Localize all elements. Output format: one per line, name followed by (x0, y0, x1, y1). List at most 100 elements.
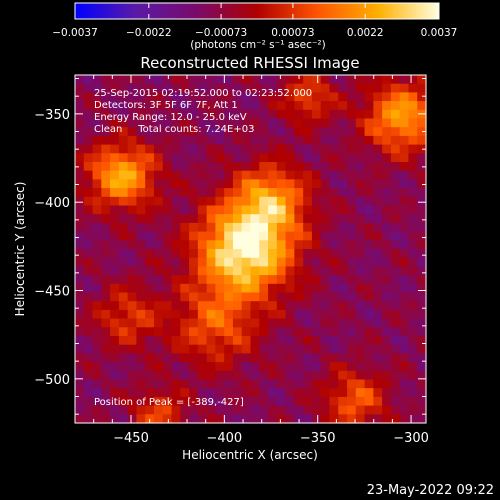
heatmap-cell (268, 222, 278, 233)
heatmap-cell (338, 249, 348, 259)
heatmap-cell (75, 362, 85, 372)
heatmap-cell (250, 205, 260, 215)
heatmap-cell (83, 179, 94, 189)
heatmap-cell (101, 362, 111, 372)
heatmap-cell (215, 240, 225, 250)
heatmap-cell (320, 283, 331, 294)
heatmap-cell (329, 231, 339, 241)
heatmap-cell (390, 83, 401, 93)
heatmap-cell (311, 144, 322, 154)
heatmap-cell (101, 309, 111, 320)
heatmap-cell (268, 301, 278, 311)
heatmap-cell (145, 275, 155, 285)
heatmap-cell (162, 309, 173, 320)
heatmap-cell (92, 309, 102, 320)
heatmap-cell (118, 266, 129, 276)
heatmap-cell (101, 179, 111, 189)
heatmap-cell (136, 336, 146, 346)
heatmap-cell (145, 257, 155, 267)
heatmap-cell (75, 196, 85, 207)
heatmap-cell (92, 101, 102, 111)
heatmap-cell (206, 127, 217, 137)
heatmap-cell (162, 292, 173, 302)
heatmap-cell (338, 301, 348, 311)
heatmap-cell (197, 362, 208, 372)
heatmap-cell (92, 336, 102, 346)
heatmap-cell (355, 396, 366, 407)
heatmap-cell (136, 118, 146, 128)
heatmap-cell (259, 240, 269, 250)
heatmap-cell (347, 362, 357, 372)
heatmap-cell (311, 275, 322, 285)
heatmap-cell (408, 362, 418, 372)
heatmap-cell (153, 388, 164, 398)
heatmap-cell (311, 231, 322, 241)
heatmap-cell (408, 344, 418, 354)
heatmap-cell (215, 318, 225, 328)
heatmap-cell (92, 249, 102, 259)
heatmap-cell (311, 388, 322, 398)
heatmap-cell (294, 75, 304, 85)
heatmap-cell (285, 135, 295, 146)
heatmap-cell (285, 379, 295, 389)
heatmap-cell (232, 214, 243, 224)
heatmap-cell (364, 336, 374, 346)
heatmap-cell (303, 309, 313, 320)
heatmap-cell (347, 101, 357, 111)
heatmap-cell (145, 162, 155, 172)
heatmap-cell (320, 153, 331, 163)
heatmap-cell (303, 275, 313, 285)
heatmap-cell (285, 266, 295, 276)
heatmap-cell (338, 266, 348, 276)
heatmap-cell (83, 396, 94, 407)
heatmap-cell (127, 179, 138, 189)
heatmap-cell (268, 83, 278, 93)
heatmap-cell (171, 179, 181, 189)
heatmap-cell (92, 414, 102, 424)
heatmap-cell (153, 240, 164, 250)
heatmap-cell (294, 162, 304, 172)
heatmap-cell (241, 370, 252, 381)
heatmap-cell (180, 162, 190, 172)
heatmap-cell (83, 405, 94, 415)
heatmap-cell (399, 179, 410, 189)
x-axis: −450 −400 −350 −300 (74, 75, 429, 446)
heatmap-cell (215, 101, 225, 111)
heatmap-cell (250, 214, 260, 224)
heatmap-cell (118, 170, 129, 180)
heatmap-cell (329, 379, 339, 389)
heatmap-cell (399, 396, 410, 407)
heatmap-cell (153, 405, 164, 415)
heatmap-cell (294, 414, 304, 424)
heatmap-cell (162, 370, 173, 381)
heatmap-cell (338, 135, 348, 146)
heatmap-cell (215, 205, 225, 215)
heatmap-cell (75, 83, 85, 93)
heatmap-cell (382, 257, 392, 267)
heatmap-cell (329, 327, 339, 337)
heatmap-cell (75, 92, 85, 102)
heatmap-cell (215, 257, 225, 267)
heatmap-cell (355, 231, 366, 241)
heatmap-cell (285, 353, 295, 363)
heatmap-cell (303, 266, 313, 276)
heatmap-cell (145, 362, 155, 372)
heatmap-cell (303, 170, 313, 180)
heatmap-cell (197, 231, 208, 241)
heatmap-cell (329, 318, 339, 328)
heatmap-cell (118, 388, 129, 398)
heatmap-cell (311, 135, 322, 146)
heatmap-cell (232, 101, 243, 111)
heatmap-cell (118, 257, 129, 267)
heatmap-cell (180, 188, 190, 198)
heatmap-cell (311, 214, 322, 224)
heatmap-cell (92, 196, 102, 207)
heatmap-cell (382, 196, 392, 207)
heatmap-cell (215, 83, 225, 93)
heatmap-cell (338, 379, 348, 389)
heatmap-cell (145, 179, 155, 189)
heatmap-cell (197, 309, 208, 320)
heatmap-cell (329, 266, 339, 276)
heatmap-cell (311, 309, 322, 320)
heatmap-cell (110, 266, 120, 276)
